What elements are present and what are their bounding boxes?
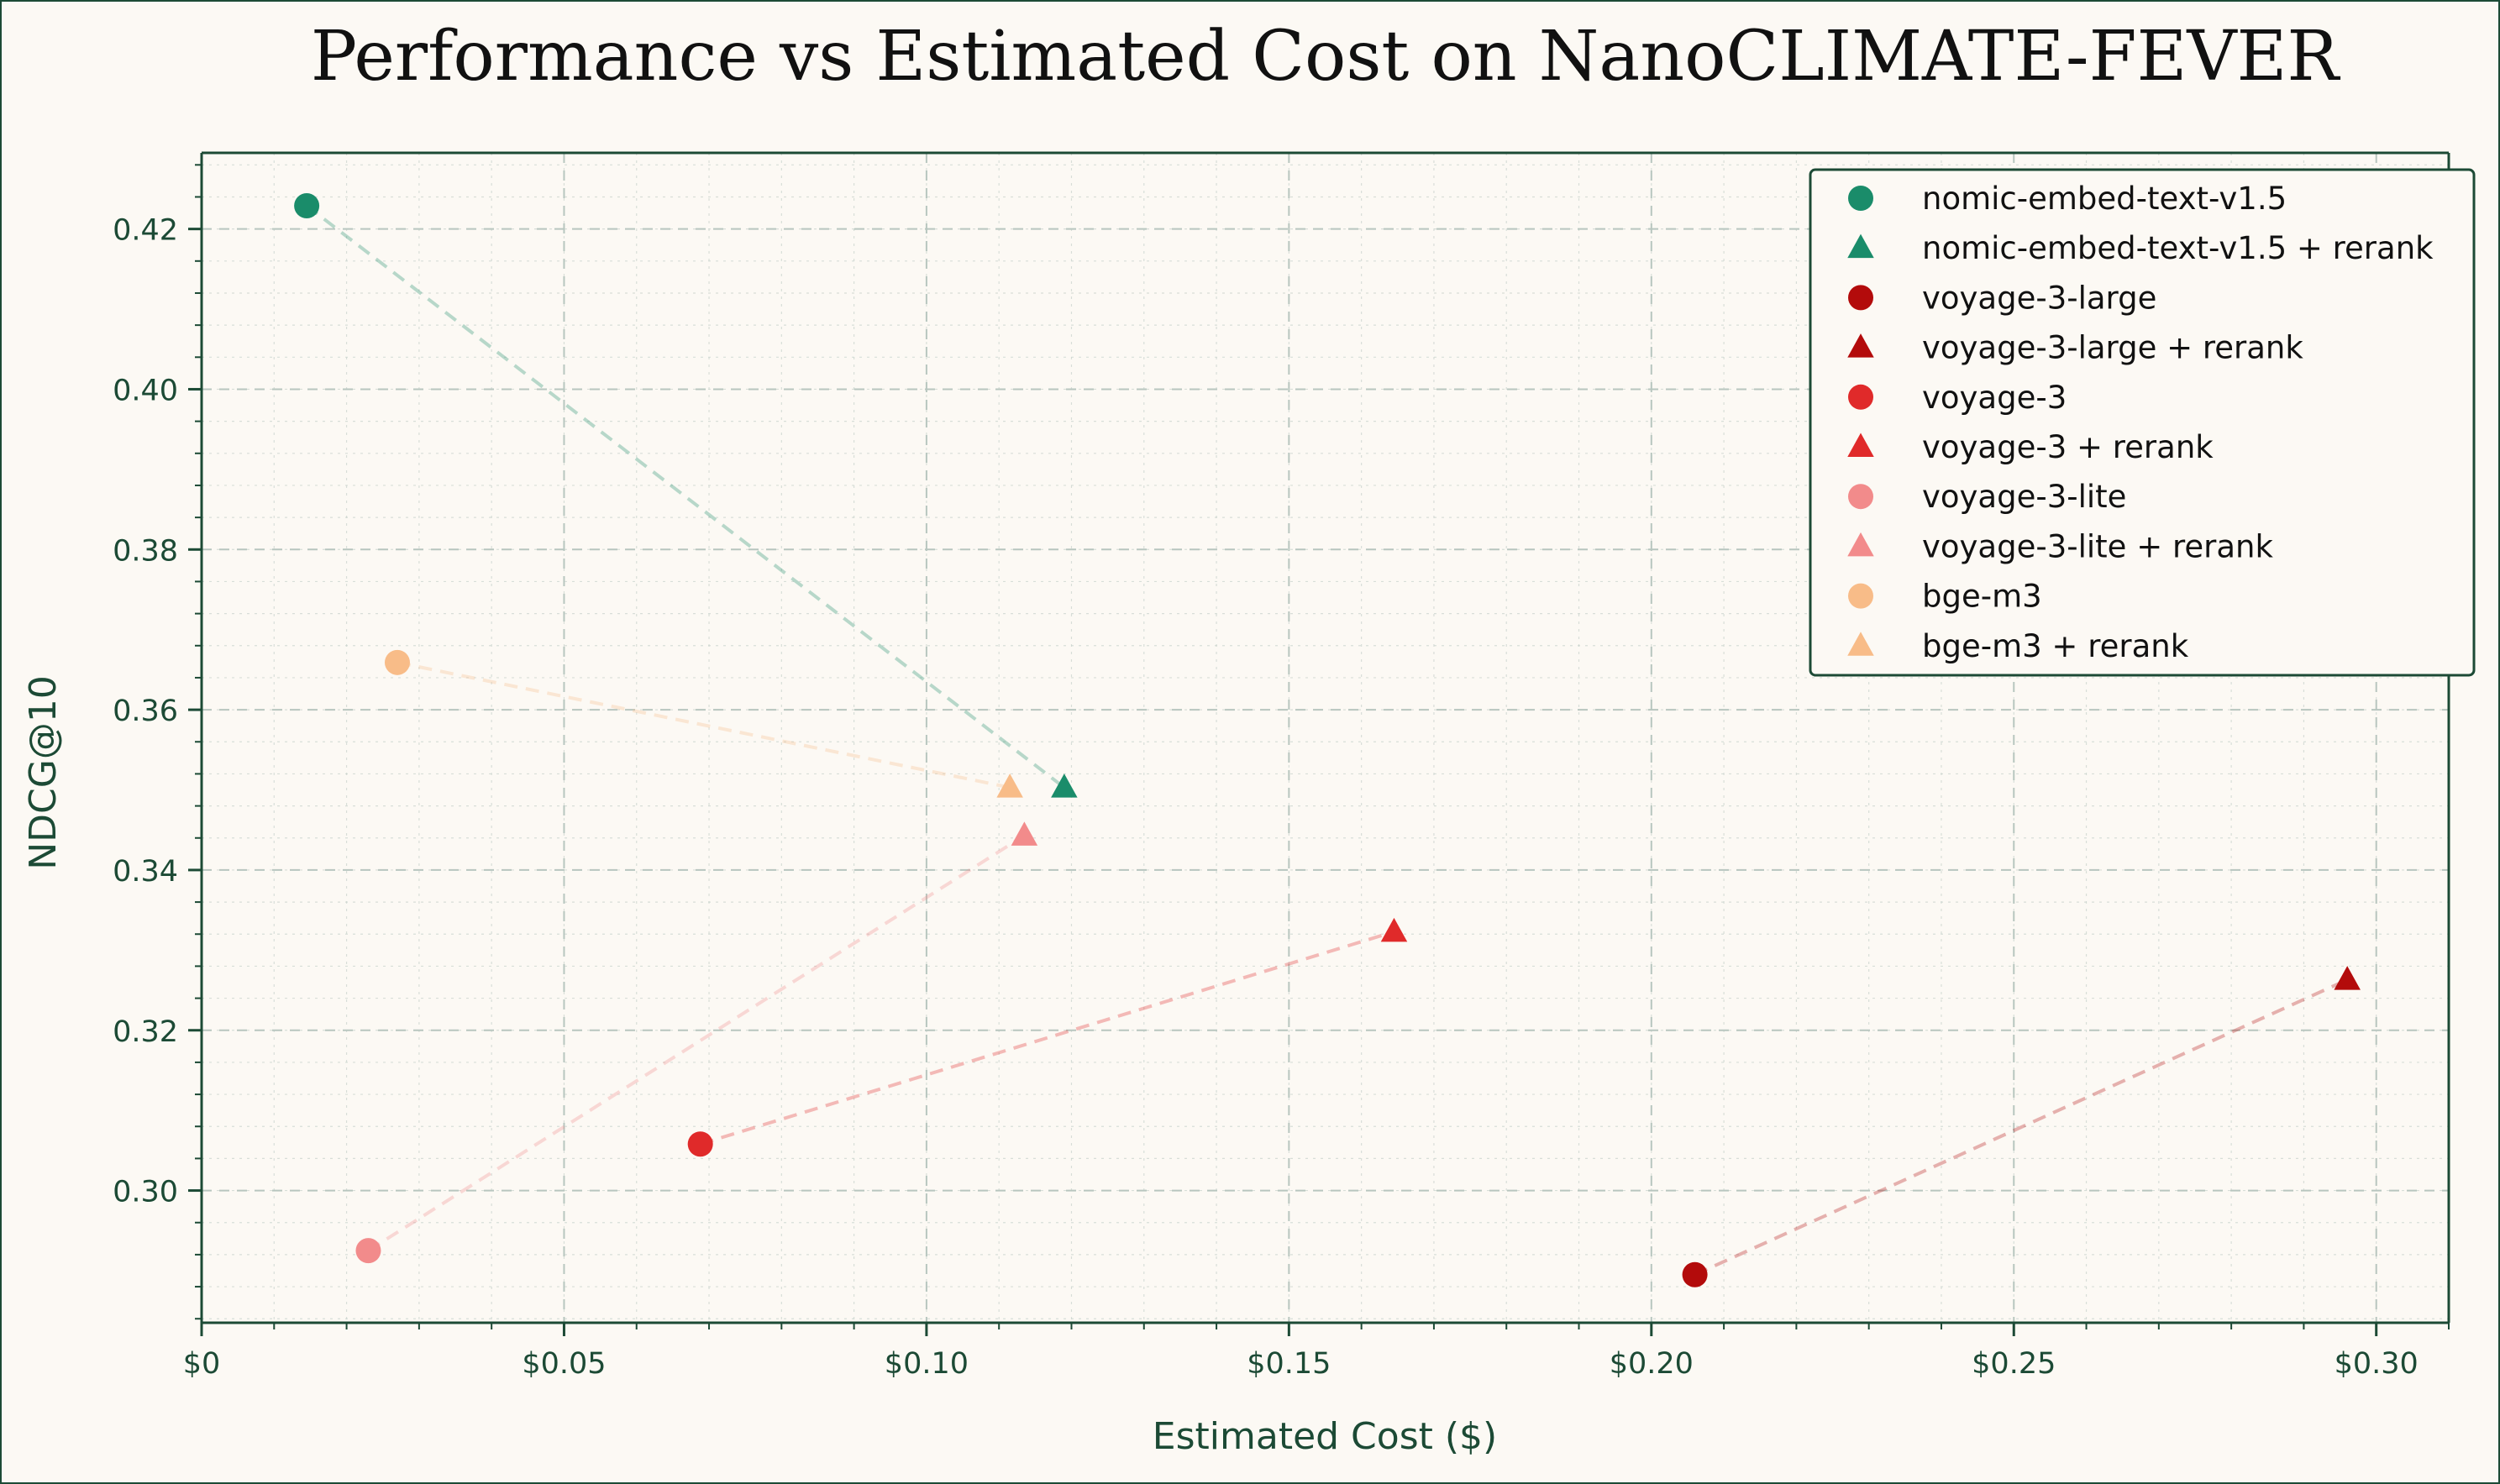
- data-point: [687, 1131, 713, 1157]
- y-tick-label: 0.38: [113, 534, 178, 568]
- connection-line: [700, 930, 1395, 1146]
- data-point: [384, 649, 410, 675]
- legend-marker: [1847, 433, 1874, 457]
- legend-label: voyage-3: [1922, 380, 2067, 416]
- legend-marker: [1847, 333, 1874, 358]
- connection-line: [397, 660, 1011, 789]
- legend-label: bge-m3 + rerank: [1922, 628, 2189, 664]
- legend-label: bge-m3: [1922, 579, 2042, 615]
- legend: nomic-embed-text-v1.5 nomic-embed-text-v1…: [1809, 168, 2476, 677]
- x-tick-label: $0.25: [1972, 1347, 2056, 1381]
- legend-label: voyage-3-lite: [1922, 479, 2126, 515]
- legend-label: voyage-3-large: [1922, 280, 2156, 316]
- x-axis-label: Estimated Cost ($): [1153, 1415, 1497, 1458]
- legend-marker: [1847, 233, 1874, 259]
- connection-line: [305, 204, 1066, 789]
- legend-marker: [1848, 285, 1873, 311]
- y-tick-label: 0.30: [113, 1176, 178, 1209]
- data-point: [1051, 773, 1078, 798]
- legend-marker: [1848, 384, 1873, 410]
- legend-marker: [1847, 632, 1874, 656]
- plot-area: $0 $0.05 $0.10 $0.15 $0.20 $0.25 $0.30 0.30 0.32…: [113, 151, 2450, 1381]
- y-tick-label: 0.40: [113, 374, 178, 407]
- data-point: [1380, 917, 1408, 942]
- legend-label: voyage-3-large + rerank: [1922, 330, 2303, 366]
- legend-label: voyage-3-lite + rerank: [1922, 528, 2273, 564]
- x-tick-label: $0: [183, 1347, 221, 1381]
- legend-label: voyage-3 + rerank: [1922, 429, 2214, 465]
- data-point: [1011, 821, 1038, 846]
- legend-box: [1809, 168, 2476, 677]
- connection-line: [1694, 978, 2349, 1277]
- x-tick-label: $0.05: [522, 1347, 606, 1381]
- chart-title: Performance vs Estimated Cost on NanoCLI…: [311, 17, 2341, 97]
- legend-marker: [1848, 583, 1873, 609]
- data-point: [294, 192, 320, 218]
- legend-marker: [1847, 532, 1874, 557]
- legend-label: nomic-embed-text-v1.5 + rerank: [1922, 230, 2434, 266]
- y-tick-label: 0.32: [113, 1015, 178, 1049]
- y-axis-label: NDCG@10: [22, 675, 65, 870]
- y-tick-label: 0.42: [113, 214, 178, 248]
- legend-label: nomic-embed-text-v1.5: [1922, 181, 2287, 217]
- data-point: [996, 773, 1023, 798]
- data-point: [355, 1238, 381, 1264]
- x-tick-label: $0.30: [2335, 1347, 2419, 1381]
- legend-marker: [1848, 484, 1873, 510]
- x-tick-label: $0.10: [885, 1347, 969, 1381]
- data-point: [1682, 1261, 1708, 1287]
- x-tick-label: $0.15: [1247, 1347, 1331, 1381]
- legend-marker: [1848, 186, 1873, 211]
- data-point: [2334, 966, 2361, 990]
- y-tick-label: 0.34: [113, 855, 178, 889]
- x-tick-label: $0.20: [1610, 1347, 1694, 1381]
- y-tick-label: 0.36: [113, 695, 178, 728]
